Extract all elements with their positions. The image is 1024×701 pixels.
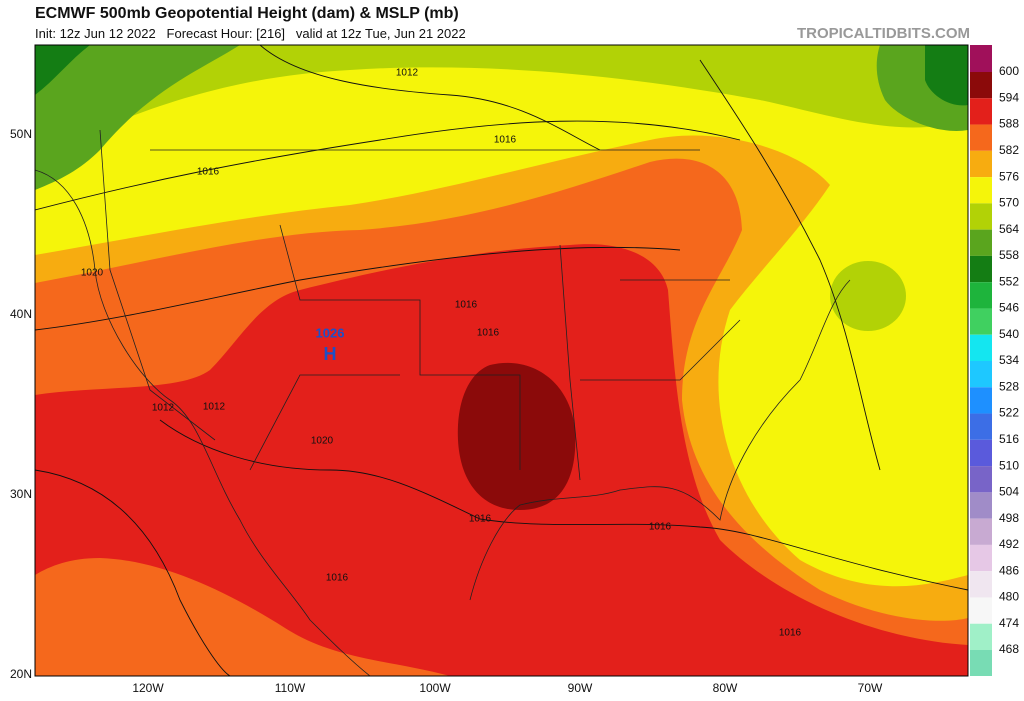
colorbar-swatch	[970, 571, 992, 598]
watermark: TROPICALTIDBITS.COM	[797, 25, 970, 42]
colorbar-swatch	[970, 492, 992, 519]
isobar-label: 1016	[494, 135, 517, 146]
colorbar-swatch	[970, 282, 992, 309]
colorbar-swatch	[970, 255, 992, 283]
isobar-label: 1012	[203, 402, 226, 413]
colorbar-label: 498	[999, 511, 1019, 525]
latitude-label: 20N	[10, 667, 32, 681]
colorbar-label: 600	[999, 64, 1019, 78]
colorbar: 600 594 588 582 576 570 564 558 552 546 540 534 528 5…	[970, 45, 1019, 676]
isobar-label: 1020	[81, 268, 104, 279]
colorbar-swatch	[970, 518, 992, 545]
colorbar-label: 528	[999, 379, 1019, 393]
colorbar-label: 558	[999, 248, 1019, 262]
colorbar-swatch	[970, 45, 992, 72]
isobar-label: 1020	[311, 436, 334, 447]
isobar-label: 1016	[326, 573, 349, 584]
colorbar-swatch	[970, 334, 992, 361]
colorbar-swatch	[970, 544, 992, 572]
colorbar-swatch	[970, 229, 992, 256]
longitude-label: 80W	[713, 681, 738, 695]
colorbar-label: 570	[999, 196, 1019, 210]
colorbar-label: 540	[999, 327, 1019, 341]
colorbar-label: 522	[999, 406, 1019, 420]
colorbar-swatch	[970, 98, 992, 125]
longitude-label: 100W	[419, 681, 451, 695]
colorbar-swatch	[970, 597, 992, 624]
colorbar-label: 564	[999, 222, 1019, 236]
high-pressure-symbol: H	[324, 344, 337, 364]
colorbar-swatch	[970, 361, 992, 388]
latitude-label: 30N	[10, 487, 32, 501]
colorbar-swatch	[970, 466, 992, 493]
title: ECMWF 500mb Geopotential Height (dam) & …	[35, 5, 459, 22]
colorbar-swatch	[970, 177, 992, 204]
isobar-label: 1016	[477, 328, 500, 339]
longitude-label: 90W	[568, 681, 593, 695]
map-area	[35, 45, 968, 676]
isobar-label: 1016	[455, 300, 478, 311]
colorbar-label: 480	[999, 590, 1019, 604]
colorbar-swatch	[970, 308, 992, 335]
colorbar-swatch	[970, 650, 992, 676]
colorbar-swatch	[970, 150, 992, 178]
colorbar-swatch	[970, 203, 992, 230]
colorbar-label: 594	[999, 90, 1019, 104]
map-frame	[34, 44, 969, 677]
isobar-label: 1016	[649, 522, 672, 533]
colorbar-label: 492	[999, 537, 1019, 551]
colorbar-label: 468	[999, 642, 1019, 656]
isobar-label: 1016	[197, 167, 220, 178]
colorbar-label: 516	[999, 432, 1019, 446]
colorbar-label: 546	[999, 301, 1019, 315]
latitude-label: 50N	[10, 127, 32, 141]
colorbar-swatch	[970, 623, 992, 650]
isobar-label: 1016	[779, 628, 802, 639]
colorbar-label: 552	[999, 274, 1019, 288]
map-labels: 50N 40N 30N 20N 120W 110W 100W 90W 80W 70W 1012 101…	[10, 68, 883, 696]
colorbar-swatch	[970, 72, 992, 99]
longitude-label: 120W	[132, 681, 164, 695]
latitude-label: 40N	[10, 307, 32, 321]
isobar-label: 1012	[396, 68, 419, 79]
longitude-label: 110W	[275, 681, 306, 695]
colorbar-swatch	[970, 413, 992, 440]
colorbar-label: 576	[999, 169, 1019, 183]
colorbar-label: 504	[999, 485, 1019, 499]
high-pressure-value: 1026	[316, 325, 345, 340]
colorbar-swatch	[970, 124, 992, 151]
colorbar-label: 534	[999, 353, 1019, 367]
colorbar-swatch	[970, 387, 992, 414]
isobar-label: 1012	[152, 403, 175, 414]
colorbar-label: 474	[999, 616, 1019, 630]
colorbar-swatch	[970, 439, 992, 467]
colorbar-label: 486	[999, 563, 1019, 577]
colorbar-label: 510	[999, 458, 1019, 472]
isobar-label: 1016	[469, 514, 492, 525]
colorbar-label: 582	[999, 143, 1019, 157]
longitude-label: 70W	[858, 681, 883, 695]
colorbar-label: 588	[999, 117, 1019, 131]
subtitle: Init: 12z Jun 12 2022 Forecast Hour: [21…	[35, 26, 466, 41]
